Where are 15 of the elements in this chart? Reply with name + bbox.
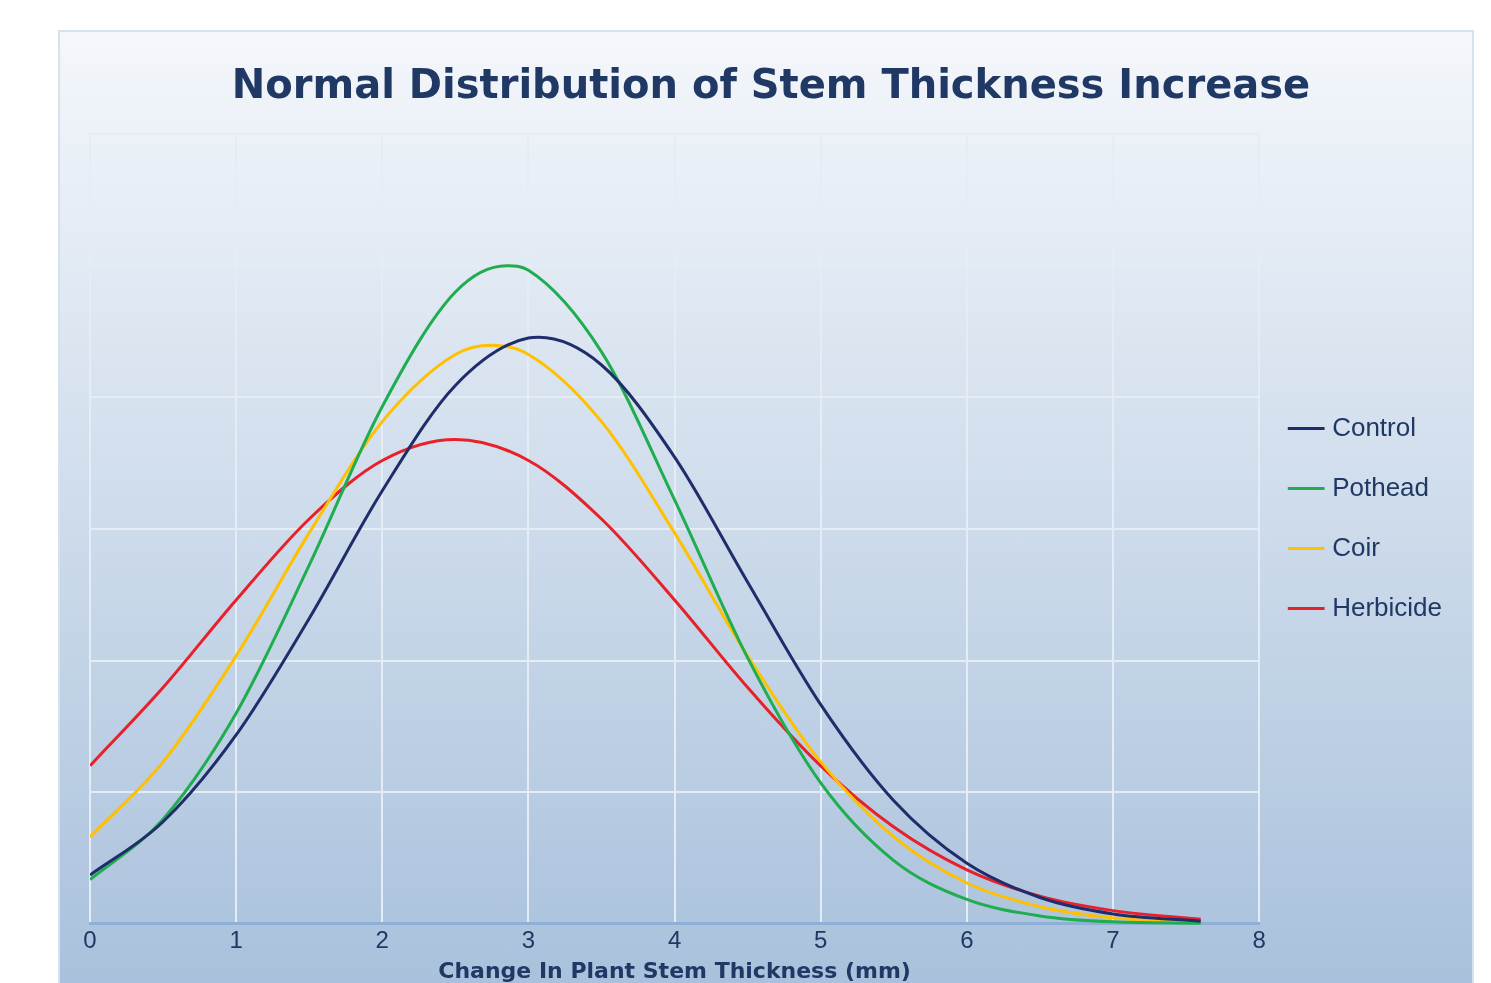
x-tick-label: 2 bbox=[375, 925, 389, 953]
legend-label: Coir bbox=[1332, 531, 1381, 562]
x-tick-label: 6 bbox=[960, 925, 974, 953]
x-tick-label: 4 bbox=[667, 925, 682, 953]
x-tick-label: 8 bbox=[1252, 925, 1266, 953]
x-tick-label: 5 bbox=[814, 925, 828, 953]
x-tick-label: 1 bbox=[229, 925, 243, 953]
x-tick-label: 3 bbox=[521, 925, 536, 953]
x-tick-label: 0 bbox=[83, 925, 97, 953]
x-tick-label: 7 bbox=[1106, 925, 1120, 953]
chart-title: Normal Distribution of Stem Thickness Increase bbox=[231, 61, 1311, 108]
legend-label: Pothead bbox=[1332, 471, 1430, 502]
legend-label: Control bbox=[1332, 411, 1416, 442]
legend-label: Herbicide bbox=[1332, 591, 1442, 622]
x-axis-title: Change In Plant Stem Thickness (mm) bbox=[438, 957, 911, 983]
